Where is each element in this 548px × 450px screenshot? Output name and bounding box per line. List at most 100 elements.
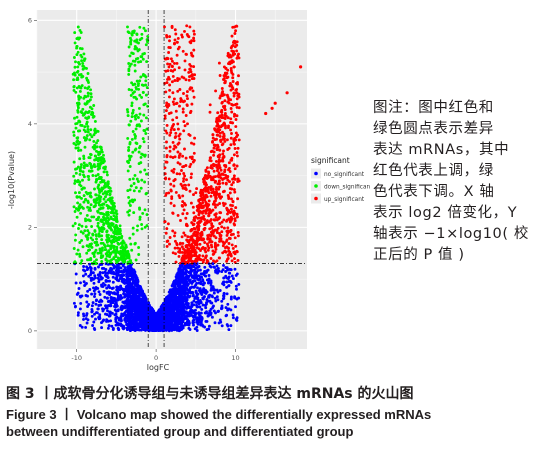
data-point-up-significant (194, 253, 198, 257)
data-point-down-significant (99, 180, 103, 184)
data-point-up-significant (164, 109, 168, 113)
data-point-up-significant (234, 88, 238, 92)
data-point-down-significant (96, 173, 100, 176)
data-point-no-significant (116, 298, 119, 302)
data-point-up-significant (172, 170, 176, 174)
data-point-up-significant (222, 149, 225, 153)
data-point-up-significant (235, 114, 239, 118)
data-point-up-significant (221, 181, 225, 185)
data-point-down-significant (143, 102, 147, 106)
data-point-down-significant (129, 42, 133, 46)
data-point-up-significant (231, 204, 234, 208)
data-point-no-significant (192, 265, 196, 269)
data-point-down-significant (84, 130, 88, 134)
data-point-no-significant (224, 274, 228, 278)
data-point-no-significant (191, 311, 195, 314)
data-point-down-significant (137, 60, 140, 64)
data-point-down-significant (94, 145, 98, 149)
data-point-down-significant (80, 84, 84, 88)
data-point-up-significant (235, 105, 239, 109)
data-point-down-significant (86, 174, 90, 178)
data-point-no-significant (187, 275, 191, 279)
data-point-up-significant (230, 197, 233, 201)
data-point-no-significant (87, 274, 91, 278)
data-point-up-significant (233, 147, 237, 150)
data-point-up-significant (169, 201, 173, 205)
data-point-up-significant (173, 246, 177, 250)
data-point-down-significant (119, 256, 123, 260)
data-point-down-significant (106, 213, 110, 217)
data-point-up-significant (218, 239, 221, 243)
data-point-up-significant (199, 188, 203, 192)
data-point-no-significant (136, 287, 140, 291)
data-point-down-significant (99, 206, 103, 210)
data-point-up-significant (227, 197, 231, 200)
data-point-down-significant (89, 191, 92, 195)
data-point-up-significant (200, 247, 204, 250)
data-point-up-significant (185, 238, 189, 242)
data-point-no-significant (181, 274, 185, 278)
data-point-up-significant (229, 117, 233, 121)
data-point-up-significant (226, 148, 230, 151)
data-point-no-significant (198, 288, 202, 292)
data-point-down-significant (141, 57, 145, 61)
data-point-up-significant (176, 76, 180, 80)
data-point-up-significant (168, 145, 172, 149)
data-point-no-significant (165, 304, 169, 308)
data-point-up-significant (167, 103, 171, 106)
data-point-no-significant (118, 322, 122, 326)
data-point-no-significant (85, 321, 89, 325)
data-point-down-significant (130, 104, 134, 108)
data-point-no-significant (139, 328, 143, 332)
data-point-no-significant (227, 275, 231, 279)
data-point-up-significant (202, 258, 206, 262)
data-point-up-significant (206, 237, 210, 241)
data-point-up-significant (188, 25, 192, 29)
data-point-down-significant (88, 105, 92, 109)
data-point-up-significant (165, 81, 169, 85)
data-point-up-significant (220, 143, 224, 147)
data-point-up-significant (225, 138, 229, 142)
data-point-down-significant (82, 164, 86, 168)
data-point-no-significant (167, 302, 171, 306)
data-point-no-significant (89, 266, 93, 270)
data-point-up-significant (173, 239, 177, 243)
data-point-up-significant (184, 52, 188, 56)
data-point-up-significant (209, 218, 213, 222)
data-point-down-significant (73, 181, 77, 185)
data-point-up-significant (228, 191, 232, 195)
data-point-down-significant (127, 72, 131, 76)
data-point-up-significant (190, 73, 194, 77)
data-point-down-significant (74, 90, 78, 94)
data-point-no-significant (123, 306, 127, 310)
data-point-no-significant (235, 316, 239, 320)
data-point-up-significant (167, 77, 171, 81)
data-point-no-significant (85, 300, 89, 304)
data-point-up-significant (191, 245, 195, 248)
data-point-no-significant (224, 266, 228, 270)
data-point-down-significant (125, 108, 129, 112)
data-point-down-significant (96, 218, 100, 221)
data-point-down-significant (130, 101, 134, 105)
data-point-up-significant (228, 84, 232, 88)
data-point-down-significant (117, 258, 121, 262)
data-point-up-significant (170, 59, 174, 63)
data-point-no-significant (235, 297, 239, 301)
data-point-up-significant (172, 128, 176, 132)
data-point-no-significant (193, 279, 197, 283)
data-point-up-significant (216, 119, 220, 123)
data-point-down-significant (75, 46, 79, 50)
data-point-down-significant (100, 234, 104, 238)
data-point-down-significant (133, 148, 137, 152)
data-point-up-significant (185, 178, 188, 182)
data-point-up-significant (219, 125, 223, 129)
data-point-down-significant (140, 36, 144, 40)
data-point-down-significant (133, 90, 136, 94)
data-point-down-significant (77, 94, 81, 98)
data-point-down-significant (145, 127, 149, 131)
data-point-down-significant (139, 155, 143, 159)
data-point-up-significant (198, 257, 202, 261)
data-point-down-significant (81, 245, 85, 249)
data-point-down-significant (128, 141, 132, 144)
